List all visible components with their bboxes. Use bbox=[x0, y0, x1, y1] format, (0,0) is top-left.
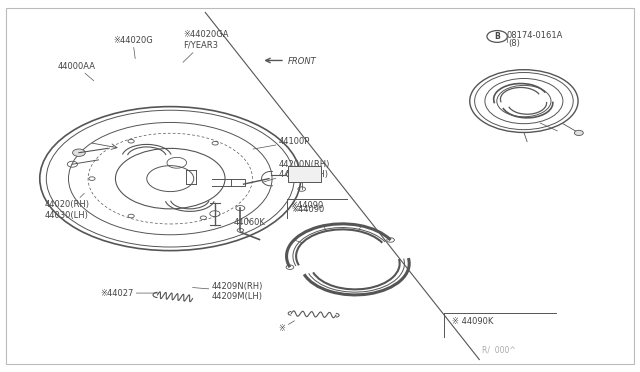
Circle shape bbox=[307, 171, 319, 178]
Text: ※: ※ bbox=[278, 321, 294, 333]
Circle shape bbox=[287, 171, 299, 178]
Bar bbox=[287, 166, 321, 182]
Text: (8): (8) bbox=[508, 39, 520, 48]
Circle shape bbox=[574, 130, 583, 135]
Text: 44060K: 44060K bbox=[234, 217, 266, 227]
Text: ※ 44090K: ※ 44090K bbox=[452, 317, 493, 326]
Text: ※44020GA
F/YEAR3: ※44020GA F/YEAR3 bbox=[183, 31, 228, 62]
Text: ※44027: ※44027 bbox=[100, 289, 157, 298]
Circle shape bbox=[72, 149, 85, 156]
Text: B: B bbox=[494, 32, 500, 41]
Text: 44000AA: 44000AA bbox=[58, 61, 95, 81]
Text: R/  000^: R/ 000^ bbox=[483, 346, 516, 355]
Text: 44209N(RH)
44209M(LH): 44209N(RH) 44209M(LH) bbox=[193, 282, 263, 301]
Text: ※44090: ※44090 bbox=[291, 201, 324, 210]
Text: FRONT: FRONT bbox=[288, 57, 317, 66]
Bar bbox=[231, 179, 245, 186]
Text: 44200N(RH)
44201  (LH): 44200N(RH) 44201 (LH) bbox=[262, 160, 330, 182]
Text: ※44090: ※44090 bbox=[291, 205, 324, 215]
Text: ※44020G: ※44020G bbox=[113, 36, 153, 59]
Text: 08174-0161A: 08174-0161A bbox=[506, 31, 563, 40]
Text: 44100P: 44100P bbox=[253, 137, 310, 149]
Text: 44020(RH)
44030(LH): 44020(RH) 44030(LH) bbox=[45, 193, 90, 220]
